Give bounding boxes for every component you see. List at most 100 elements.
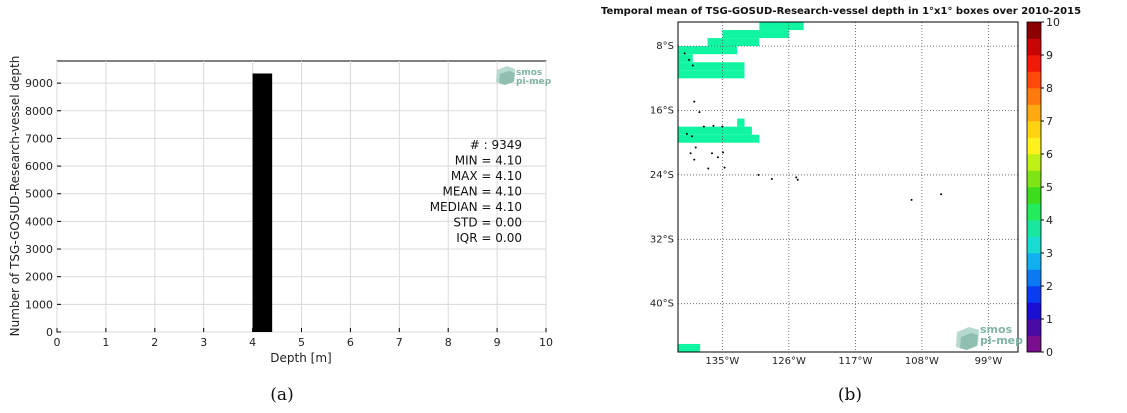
- panel-label-a: (a): [270, 385, 293, 405]
- map-latitude-label: 32°S: [650, 234, 674, 245]
- map-panel: Temporal mean of TSG-GOSUD-Research-vess…: [601, 6, 1081, 405]
- map-island: [770, 177, 773, 180]
- colorbar-segment: [1027, 104, 1041, 122]
- smos-pimep-logo-map: smos pi-mep: [956, 323, 1023, 350]
- histogram-stat-line: MEDIAN = 4.10: [430, 200, 522, 214]
- map-island: [691, 135, 694, 138]
- histogram-y-tick-label: 0: [46, 326, 53, 339]
- map-data-cell: [678, 70, 745, 79]
- map-island: [688, 58, 691, 61]
- colorbar-segment: [1027, 203, 1041, 221]
- colorbar-segment: [1027, 38, 1041, 56]
- colorbar-segment: [1027, 22, 1041, 39]
- map-island: [910, 198, 913, 201]
- map-latitude-label: 8°S: [656, 41, 674, 52]
- map-data-cell: [678, 343, 701, 352]
- map-latitude-label: 16°S: [650, 106, 674, 117]
- histogram-stat-line: STD = 0.00: [453, 216, 522, 230]
- colorbar-segment: [1027, 335, 1041, 353]
- colorbar-segment: [1027, 187, 1041, 204]
- map-data-cell: [678, 134, 760, 143]
- histogram-stat-line: IQR = 0.00: [456, 231, 522, 245]
- colorbar-segment: [1027, 319, 1041, 336]
- colorbar-tick-label: 1: [1046, 313, 1053, 326]
- map-logo-text-line-2: pi-mep: [980, 334, 1023, 347]
- map-latitude-ticks: 8°S 16°S 24°S 32°S 40°S: [650, 41, 674, 310]
- map-longitude-label: 126°W: [772, 356, 806, 367]
- histogram-y-tick-label: 5000: [25, 188, 53, 201]
- histogram-x-tick-label: 3: [200, 336, 207, 349]
- colorbar-segment: [1027, 121, 1041, 138]
- histogram-x-ticks: 0 1 2 3 4 5 6 7 8 9 10: [54, 328, 553, 349]
- map-island: [757, 173, 760, 176]
- histogram-y-ticks: 0 1000 2000 3000 4000 5000 6000 7000 8000 9000: [25, 77, 61, 339]
- histogram-x-tick-label: 8: [445, 336, 452, 349]
- histogram-stat-line: MIN = 4.10: [455, 154, 522, 168]
- map-longitude-label: 135°W: [705, 356, 739, 367]
- map-data-cell: [707, 38, 760, 47]
- histogram-x-tick-label: 5: [298, 336, 305, 349]
- map-colorbar-ticks: 0 1 2 3 4 5 6 7 8 9 10: [1041, 16, 1060, 359]
- histogram-x-tick-label: 9: [494, 336, 501, 349]
- map-island: [721, 125, 724, 128]
- map-island: [795, 176, 798, 179]
- colorbar-tick-label: 3: [1046, 247, 1053, 260]
- map-island: [698, 111, 701, 114]
- histogram-bar: [252, 73, 273, 332]
- colorbar-segment: [1027, 302, 1041, 320]
- map-island: [691, 64, 694, 67]
- histogram-y-tick-label: 9000: [25, 77, 53, 90]
- histogram-x-tick-label: 6: [347, 336, 354, 349]
- map-latitude-label: 40°S: [650, 299, 674, 310]
- map-title: Temporal mean of TSG-GOSUD-Research-vess…: [601, 6, 1081, 17]
- histogram-x-tick-label: 0: [54, 336, 61, 349]
- histogram-y-axis-label: Number of TSG-GOSUD-Research-vessel dept…: [8, 56, 22, 337]
- map-island: [683, 52, 686, 55]
- logo-text-line-2: pi-mep: [516, 77, 552, 87]
- colorbar-tick-label: 9: [1046, 49, 1053, 62]
- colorbar-tick-label: 5: [1046, 181, 1053, 194]
- histogram-x-tick-label: 2: [151, 336, 158, 349]
- colorbar-tick-label: 7: [1046, 115, 1053, 128]
- map-island: [712, 124, 715, 127]
- colorbar-segment: [1027, 137, 1041, 155]
- histogram-y-tick-label: 7000: [25, 132, 53, 145]
- map-colorbar: [1026, 21, 1042, 353]
- colorbar-segment: [1027, 220, 1041, 237]
- histogram-stat-line: MEAN = 4.10: [442, 185, 522, 199]
- map-data-cell: [678, 46, 738, 55]
- map-data-cell: [722, 30, 789, 39]
- colorbar-segment: [1027, 286, 1041, 303]
- histogram-y-tick-label: 2000: [25, 271, 53, 284]
- map-data-cells: [678, 22, 804, 360]
- histogram-stat-line: # : 9349: [470, 138, 522, 152]
- map-data-cell: [678, 62, 745, 71]
- map-longitude-label: 117°W: [838, 356, 872, 367]
- map-island: [711, 152, 713, 155]
- map-data-cell: [737, 118, 745, 127]
- histogram-x-axis-label: Depth [m]: [270, 351, 331, 365]
- map-data-cell: [678, 352, 708, 360]
- colorbar-segment: [1027, 71, 1041, 89]
- panel-label-b: (b): [838, 385, 862, 405]
- histogram-stat-line: MAX = 4.10: [451, 169, 522, 183]
- map-island: [685, 132, 688, 135]
- colorbar-tick-label: 4: [1046, 214, 1053, 227]
- map-island: [693, 158, 696, 161]
- histogram-x-tick-label: 4: [249, 336, 256, 349]
- colorbar-tick-label: 0: [1046, 346, 1053, 359]
- histogram-panel: 0 1 2 3 4 5 6 7 8 9 10 0 1000 2000 3000 4000 5000 6000 70…: [8, 56, 553, 405]
- map-island: [693, 100, 696, 103]
- colorbar-segment: [1027, 253, 1041, 270]
- histogram-bars: [252, 73, 273, 332]
- histogram-x-tick-label: 7: [396, 336, 403, 349]
- colorbar-segment: [1027, 88, 1041, 105]
- map-longitude-label: 99°W: [975, 356, 1003, 367]
- map-longitude-label: 108°W: [905, 356, 939, 367]
- colorbar-segment: [1027, 236, 1041, 254]
- map-logo-text-line-1: smos: [980, 323, 1013, 336]
- histogram-y-tick-label: 6000: [25, 160, 53, 173]
- map-island: [689, 152, 692, 155]
